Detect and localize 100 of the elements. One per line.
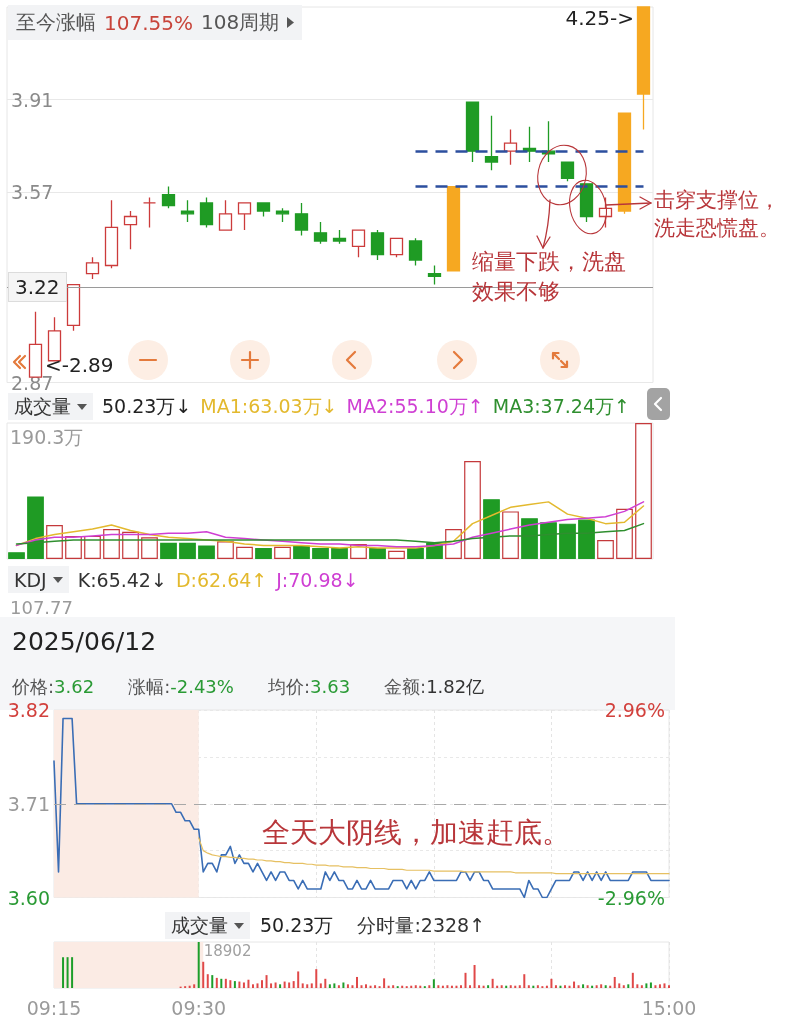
bar: [255, 548, 272, 559]
bar: [306, 984, 309, 988]
bar: [217, 541, 234, 559]
bar: [160, 542, 177, 559]
bar: [518, 985, 521, 988]
bar: [523, 974, 526, 988]
candlestick: [104, 199, 119, 269]
candlestick: [579, 183, 594, 223]
bar: [663, 983, 666, 988]
chart-title: 成交量: [14, 393, 71, 419]
text: 涨幅:-2.43%: [128, 676, 234, 697]
bar: [293, 545, 310, 559]
bar: [478, 985, 481, 988]
bar: [283, 981, 286, 988]
candlestick: [617, 112, 632, 215]
bar: [469, 985, 472, 988]
text: MA2:55.10万↑: [346, 393, 484, 419]
bar: [288, 982, 291, 988]
bar: [310, 983, 313, 988]
chart-title: 至今涨幅: [16, 9, 96, 36]
bar: [491, 978, 494, 988]
bar: [351, 985, 354, 988]
bar: [265, 975, 268, 988]
bar: [509, 985, 512, 988]
bar: [71, 957, 74, 988]
candlestick: [332, 229, 347, 245]
bar: [437, 985, 440, 988]
bar: [536, 985, 539, 988]
bar: [459, 985, 462, 988]
bar: [640, 985, 643, 988]
bar: [365, 984, 368, 988]
bar: [487, 985, 490, 988]
bar: [613, 976, 616, 988]
bar: [27, 496, 44, 559]
text: KDJ: [14, 568, 47, 591]
y2-tick-label: -2.96%: [597, 886, 665, 909]
bar: [215, 977, 218, 988]
bar: [502, 511, 519, 559]
annotation: 4.25->: [565, 6, 635, 30]
bar: [527, 985, 530, 988]
candlestick: [142, 196, 157, 229]
bar: [573, 981, 576, 988]
candlestick: [123, 210, 138, 250]
candlestick: [237, 202, 252, 231]
bar: [500, 985, 503, 988]
bar: [279, 984, 282, 988]
candlestick: [180, 199, 195, 223]
text: 金额:1.82亿: [384, 676, 485, 697]
candlestick: [161, 185, 176, 210]
y-tick-label: 3.91: [11, 88, 54, 111]
bar: [600, 984, 603, 988]
bar: [247, 979, 250, 988]
bar: [649, 982, 652, 988]
bar: [388, 550, 405, 559]
candlestick: [313, 221, 328, 245]
bar: [635, 423, 652, 559]
candlestick: [218, 199, 233, 231]
bar: [464, 972, 467, 988]
bar: [301, 983, 304, 988]
candlestick: [294, 202, 309, 237]
bar: [342, 982, 345, 988]
candlestick: [484, 115, 499, 171]
bar: [464, 461, 481, 559]
bar: [193, 984, 196, 988]
text: 107.77: [10, 596, 73, 620]
candlestick: [28, 311, 43, 378]
bar: [238, 981, 241, 988]
bar: [319, 983, 322, 988]
bar: [432, 979, 435, 988]
annotation: 全天大阴线，加速赶底。: [262, 815, 571, 851]
bar: [446, 985, 449, 988]
bar: [8, 552, 25, 559]
bar: [206, 974, 209, 988]
bar: [66, 957, 69, 988]
annotation: 18902: [203, 942, 252, 960]
y2-tick-label: 2.96%: [604, 699, 665, 721]
bar: [668, 985, 670, 988]
bar: [414, 985, 417, 988]
bar: [595, 985, 598, 988]
chart-title: 2025/06/12: [12, 627, 157, 656]
bar: [483, 499, 500, 559]
bar: [224, 978, 227, 988]
y-tick-label: 3.57: [11, 181, 54, 204]
bar: [270, 983, 273, 988]
candlestick: [370, 229, 385, 261]
x-tick-label: 09:15: [26, 996, 82, 1019]
candlestick: [408, 237, 423, 267]
bar: [559, 523, 576, 559]
bar: [261, 980, 264, 988]
bar: [220, 978, 223, 988]
text: J:70.98↓: [276, 568, 359, 591]
bar: [324, 978, 327, 988]
ref-line-label: 3.22: [8, 272, 67, 303]
bar: [521, 518, 538, 559]
bar: [62, 957, 65, 988]
bar: [392, 985, 395, 988]
bar: [627, 984, 630, 988]
bar: [578, 519, 595, 559]
bar: [654, 985, 657, 988]
bar: [550, 978, 553, 988]
